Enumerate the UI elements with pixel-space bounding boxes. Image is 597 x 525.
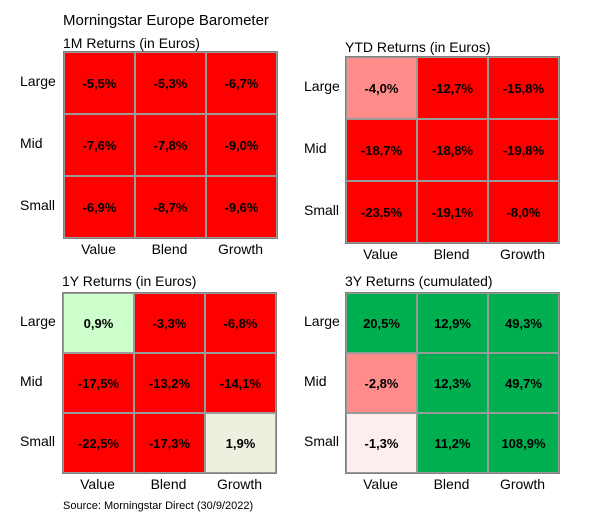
row-label: Mid	[20, 373, 43, 389]
heatmap-cell: -18,8%	[417, 119, 488, 181]
heatmap-cell: -22,5%	[63, 413, 134, 473]
heatmap-cell: -8,7%	[135, 176, 206, 238]
heatmap-cell: -17,5%	[63, 353, 134, 413]
panel-title: 1Y Returns (in Euros)	[62, 273, 197, 289]
heatmap-cell: 11,2%	[417, 413, 488, 473]
column-label: Growth	[216, 476, 263, 492]
heatmap-cell: -5,5%	[64, 52, 135, 114]
panel-title: 3Y Returns (cumulated)	[345, 273, 493, 289]
row-label: Large	[20, 313, 56, 329]
row-label: Small	[304, 202, 340, 218]
heatmap-cell: -14,1%	[205, 353, 276, 413]
heatmap-cell: 49,7%	[488, 353, 559, 413]
row-label: Large	[20, 73, 56, 89]
heatmap-cell: 49,3%	[488, 293, 559, 353]
heatmap-cell: 20,5%	[346, 293, 417, 353]
column-label: Value	[80, 476, 115, 492]
heatmap-cell: -3,3%	[134, 293, 205, 353]
heatmap-cell: -7,8%	[135, 114, 206, 176]
row-label: Small	[304, 433, 340, 449]
heatmap-cell: -9,6%	[206, 176, 277, 238]
heatmap-cell: -23,5%	[346, 181, 417, 243]
heatmap-cell: 0,9%	[63, 293, 134, 353]
heatmap-grid: 20,5% 12,9% 49,3% -2,8% 12,3% 49,7% -1,3% 11,2%…	[345, 292, 560, 474]
row-label: Mid	[20, 135, 43, 151]
row-label: Mid	[304, 373, 327, 389]
heatmap-cell: -6,7%	[206, 52, 277, 114]
heatmap-cell: -2,8%	[346, 353, 417, 413]
source-note: Source: Morningstar Direct (30/9/2022)	[63, 500, 254, 512]
heatmap-cell: -7,6%	[64, 114, 135, 176]
row-label: Large	[304, 78, 340, 94]
heatmap-cell: -12,7%	[417, 57, 488, 119]
heatmap-cell: 12,3%	[417, 353, 488, 413]
heatmap-cell: 1,9%	[205, 413, 276, 473]
heatmap-cell: -19,1%	[417, 181, 488, 243]
column-label: Value	[363, 246, 398, 262]
column-label: Value	[81, 241, 116, 257]
column-label: Growth	[217, 241, 264, 257]
column-label: Value	[363, 476, 398, 492]
column-label: Growth	[499, 476, 546, 492]
column-label: Growth	[499, 246, 546, 262]
heatmap-cell: 108,9%	[488, 413, 559, 473]
heatmap-cell: -6,9%	[64, 176, 135, 238]
heatmap-cell: -8,0%	[488, 181, 559, 243]
panel-title: 1M Returns (in Euros)	[63, 35, 200, 51]
heatmap-cell: -9,0%	[206, 114, 277, 176]
column-label: Blend	[433, 476, 470, 492]
heatmap-grid: -5,5% -5,3% -6,7% -7,6% -7,8% -9,0% -6,9% -8,7%…	[63, 51, 278, 239]
column-label: Blend	[433, 246, 470, 262]
row-label: Small	[20, 197, 56, 213]
heatmap-grid: 0,9% -3,3% -6,8% -17,5% -13,2% -14,1% -22,5% -1…	[62, 292, 277, 474]
row-label: Mid	[304, 140, 327, 156]
heatmap-cell: -19,8%	[488, 119, 559, 181]
heatmap-grid: -4,0% -12,7% -15,8% -18,7% -18,8% -19,8% -23,5…	[345, 56, 560, 244]
heatmap-cell: -1,3%	[346, 413, 417, 473]
column-label: Blend	[150, 476, 187, 492]
column-label: Blend	[151, 241, 188, 257]
heatmap-cell: -15,8%	[488, 57, 559, 119]
heatmap-cell: -6,8%	[205, 293, 276, 353]
heatmap-cell: 12,9%	[417, 293, 488, 353]
heatmap-cell: -18,7%	[346, 119, 417, 181]
heatmap-cell: -4,0%	[346, 57, 417, 119]
row-label: Small	[20, 433, 56, 449]
heatmap-cell: -13,2%	[134, 353, 205, 413]
heatmap-cell: -17,3%	[134, 413, 205, 473]
page-title: Morningstar Europe Barometer	[63, 12, 269, 29]
row-label: Large	[304, 313, 340, 329]
panel-title: YTD Returns (in Euros)	[345, 39, 491, 55]
heatmap-cell: -5,3%	[135, 52, 206, 114]
